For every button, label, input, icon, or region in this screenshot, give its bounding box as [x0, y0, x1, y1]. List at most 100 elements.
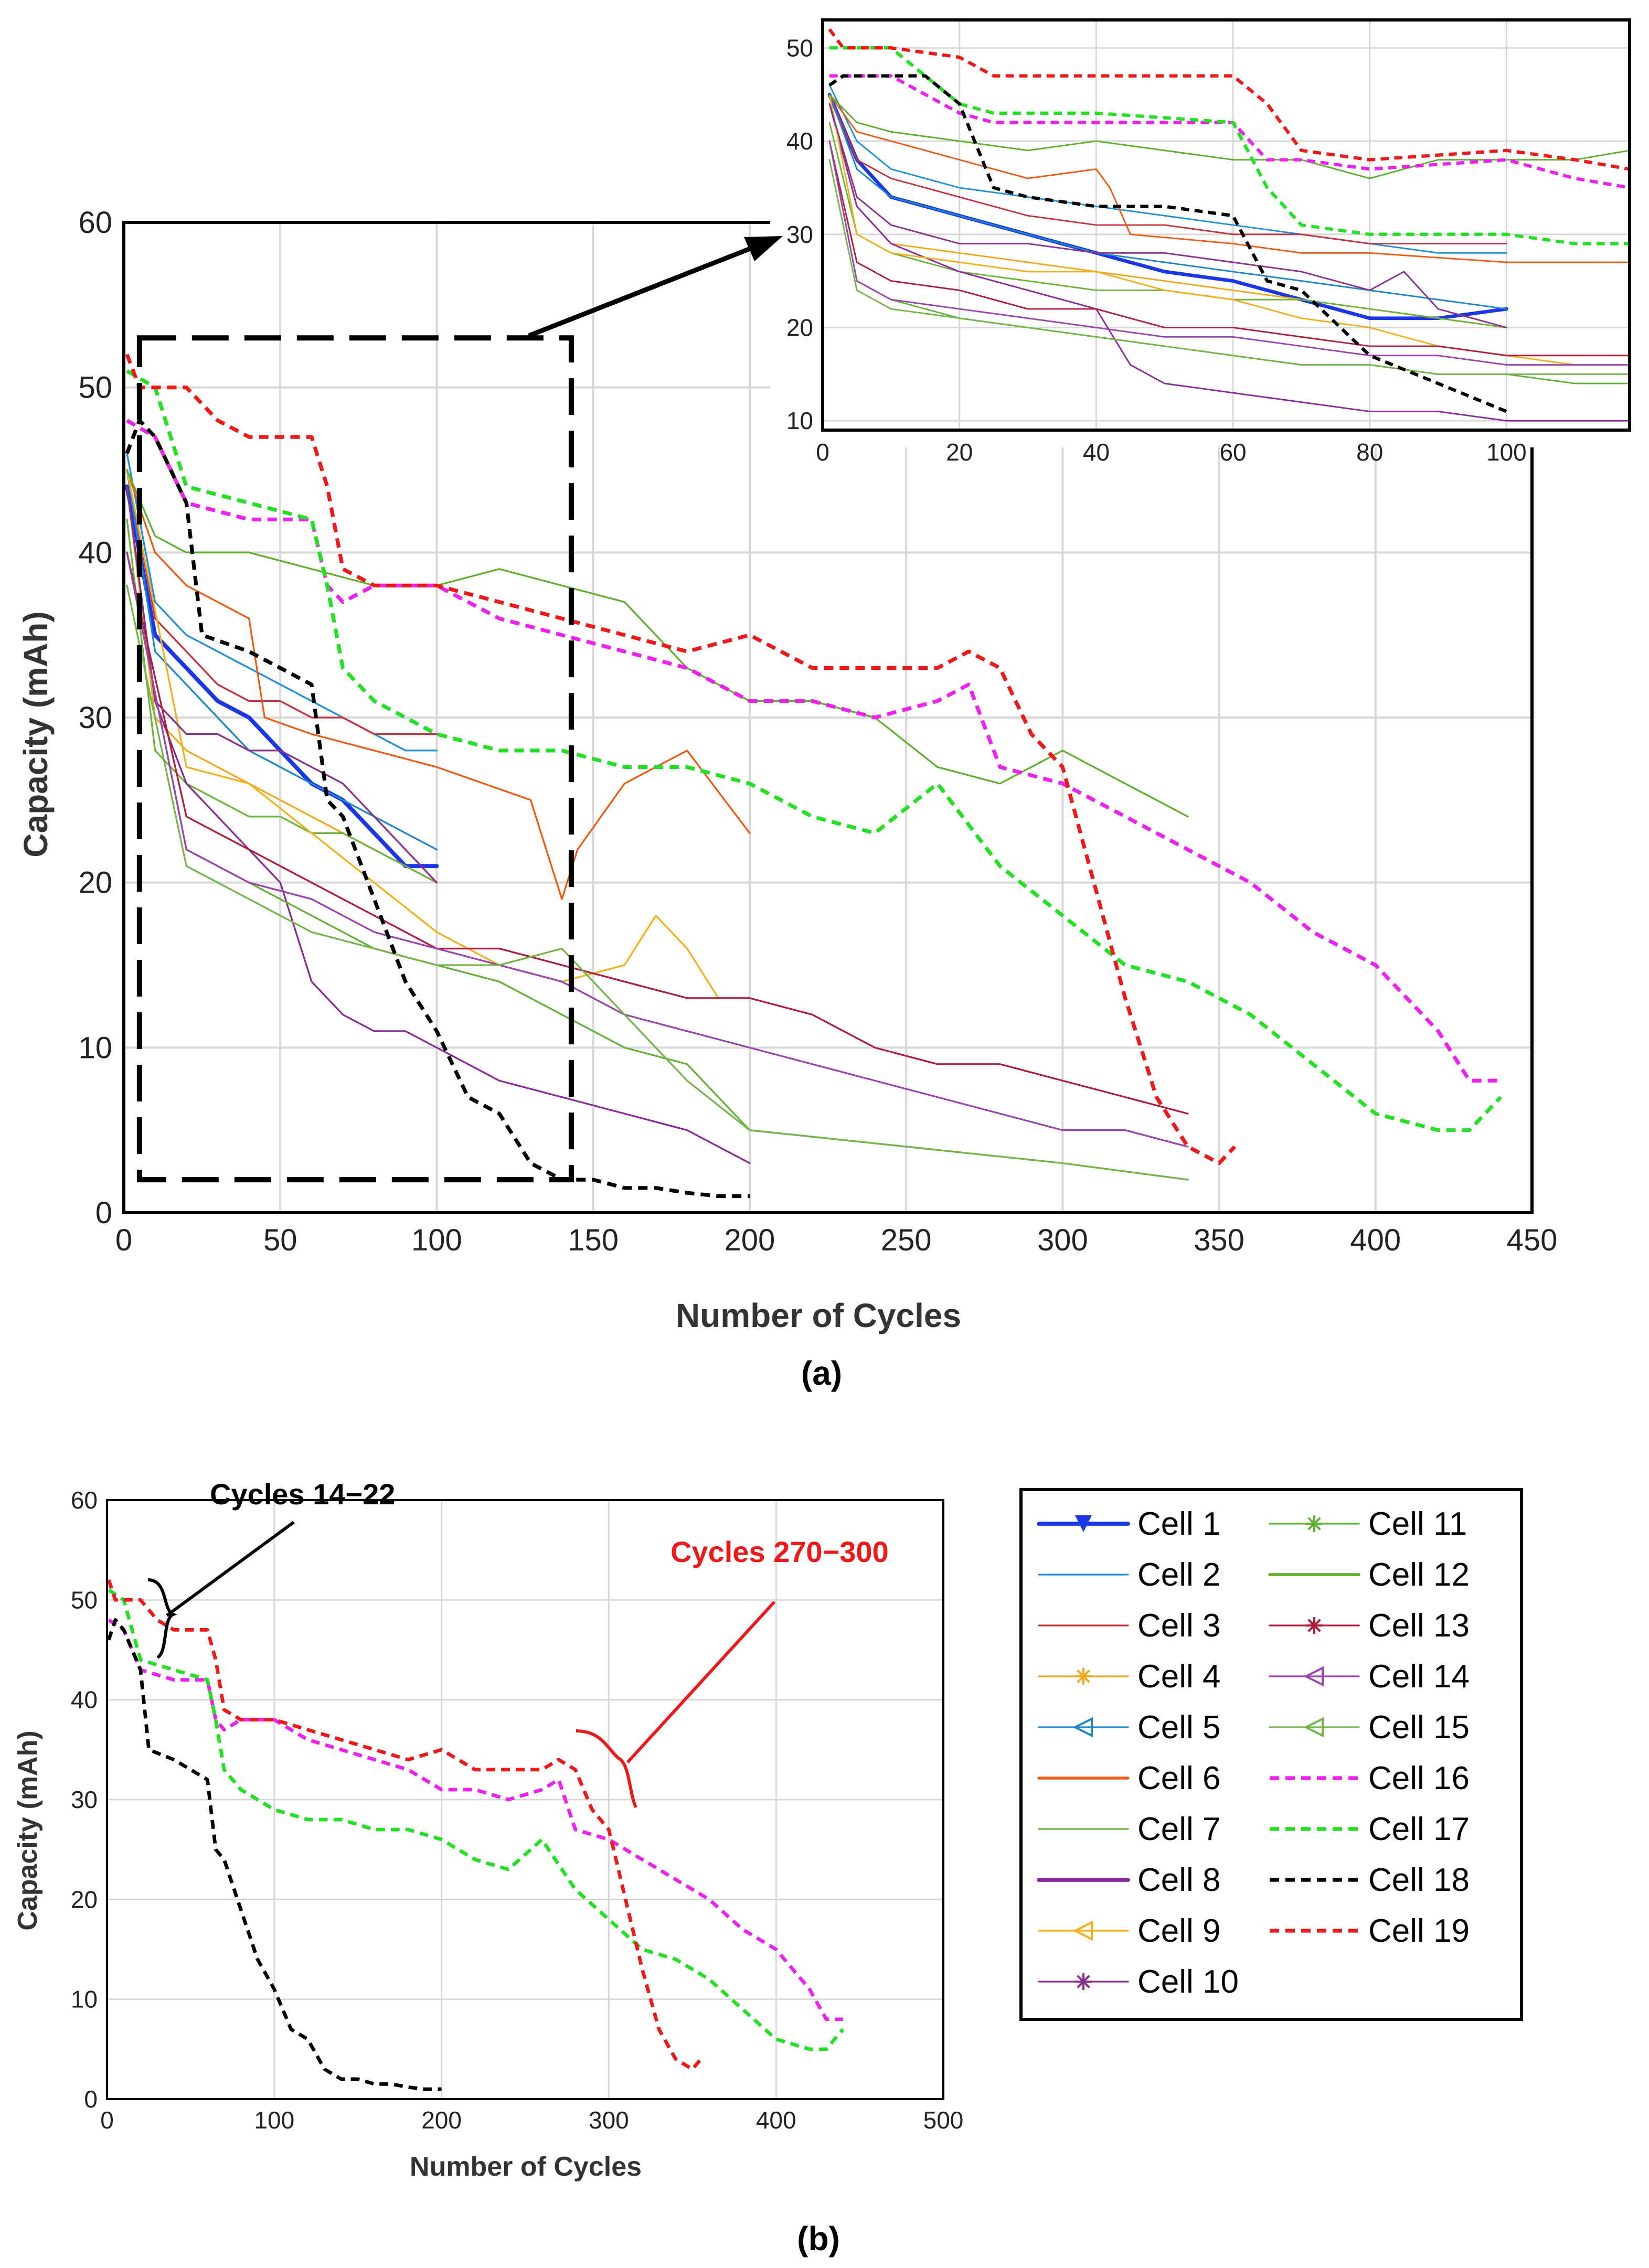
series-line-cell-15 — [126, 584, 1189, 1181]
legend-item-cell-8: Cell 8 — [1037, 1862, 1221, 1898]
legend-marker — [1072, 1717, 1093, 1738]
series-line-cell-2 — [828, 84, 1507, 254]
legend-item-cell-13: Cell 13 — [1269, 1608, 1470, 1644]
y-tick-label: 30 — [71, 1786, 98, 1813]
legend-item-cell-7: Cell 7 — [1038, 1811, 1221, 1847]
legend-label: Cell 8 — [1137, 1862, 1221, 1898]
legend-marker — [1075, 1515, 1092, 1532]
legend-item-cell-17: Cell 17 — [1270, 1811, 1470, 1847]
legend-label: Cell 4 — [1137, 1659, 1221, 1695]
legend-item-cell-10: Cell 10 — [1038, 1964, 1239, 2000]
legend-label: Cell 5 — [1137, 1709, 1221, 1746]
series-line-cell-13 — [828, 140, 1631, 357]
legend-item-cell-16: Cell 16 — [1270, 1760, 1470, 1796]
x-tick-label: 100 — [1486, 438, 1527, 466]
annotation-line-cycles-270-300 — [626, 1600, 776, 1764]
series-line-cell-19 — [828, 28, 1630, 171]
legend-label: Cell 11 — [1368, 1506, 1467, 1542]
y-tick-label: 30 — [786, 221, 813, 248]
legend-items: Cell 1 Cell 2 Cell 3 Cell 4 Cell 5 Cell 6 Cell… — [1037, 1506, 1470, 2000]
zoom-box-rect — [136, 335, 574, 1183]
x-tick-label: 60 — [1219, 438, 1246, 466]
panel-a-x-axis-label: Number of Cycles — [676, 1297, 961, 1334]
series-line-cell-13 — [126, 551, 1189, 1115]
series-line-cell-18 — [125, 418, 750, 1199]
series-line-cell-8 — [126, 485, 751, 1164]
legend-label: Cell 15 — [1368, 1709, 1470, 1746]
series-line-cell-5 — [828, 93, 1507, 310]
series-line-cell-6 — [126, 469, 751, 900]
y-tick-label: 10 — [71, 1986, 98, 2013]
x-tick-label: 80 — [1356, 438, 1383, 466]
series-line-cell-12 — [828, 93, 1631, 179]
x-tick-label: 300 — [1037, 1223, 1088, 1257]
caption-a: (a) — [801, 1354, 842, 1392]
x-tick-label: 0 — [100, 2106, 114, 2134]
x-tick-label: 400 — [756, 2106, 796, 2134]
annotation-cycles-14-22: Cycles 14−22 — [210, 1478, 395, 1511]
axes-frame — [106, 1499, 944, 2100]
y-tick-label: 60 — [78, 206, 112, 240]
caption-b: (b) — [797, 2220, 840, 2258]
x-tick-label: 250 — [881, 1223, 932, 1257]
y-tick-label: 40 — [78, 536, 112, 570]
y-tick-label: 40 — [71, 1686, 98, 1714]
y-tick-label: 50 — [71, 1586, 98, 1613]
series-line-cell-14 — [828, 140, 1631, 366]
legend-label: Cell 6 — [1137, 1760, 1221, 1796]
legend-label: Cell 13 — [1368, 1608, 1470, 1644]
legend-item-cell-1: Cell 1 — [1037, 1506, 1221, 1542]
series-line-cell-19 — [107, 1579, 703, 2071]
x-tick-label: 50 — [263, 1223, 297, 1257]
legend-marker — [1303, 1717, 1324, 1738]
series-line-cell-5 — [126, 469, 438, 851]
series-line-cell-8 — [828, 103, 1631, 422]
legend-item-cell-15: Cell 15 — [1269, 1709, 1470, 1746]
series-line-cell-18 — [107, 1618, 442, 2091]
x-tick-label: 200 — [421, 2106, 462, 2134]
panel-b-x-axis-label: Number of Cycles — [410, 2152, 642, 2182]
panel-b-axes — [106, 1499, 944, 2100]
legend-marker — [1303, 1666, 1324, 1687]
y-tick-label: 0 — [95, 1196, 112, 1230]
legend-label: Cell 18 — [1368, 1862, 1470, 1898]
legend-marker — [1306, 1515, 1323, 1532]
legend-item-cell-3: Cell 3 — [1038, 1608, 1221, 1644]
panel-a-series — [125, 354, 1503, 1199]
x-tick-label: 100 — [254, 2106, 294, 2134]
legend-marker — [1306, 1617, 1323, 1634]
legend-item-cell-4: Cell 4 — [1038, 1659, 1221, 1695]
series-line-cell-18 — [828, 74, 1507, 413]
legend-label: Cell 16 — [1368, 1760, 1470, 1796]
y-tick-label: 40 — [786, 127, 813, 155]
y-tick-label: 20 — [78, 866, 112, 900]
x-tick-label: 150 — [568, 1223, 619, 1257]
x-tick-label: 0 — [115, 1223, 132, 1257]
y-tick-label: 20 — [71, 1886, 98, 1913]
x-tick-label: 200 — [724, 1223, 775, 1257]
series-line-cell-19 — [125, 354, 1237, 1165]
annotation-brace-cycles-14-22 — [147, 1578, 178, 1659]
x-tick-label: 400 — [1350, 1223, 1401, 1257]
series-line-cell-3 — [126, 469, 438, 735]
inset-series — [827, 28, 1631, 422]
series-line-cell-3 — [828, 93, 1507, 244]
x-tick-label: 450 — [1507, 1223, 1558, 1257]
panel-b-series — [107, 1579, 845, 2091]
legend-label: Cell 7 — [1137, 1811, 1221, 1847]
legend-marker — [1075, 1973, 1092, 1990]
y-tick-label: 60 — [71, 1486, 98, 1514]
x-tick-label: 20 — [946, 438, 973, 466]
legend-item-cell-2: Cell 2 — [1038, 1557, 1221, 1593]
series-line-cell-14 — [126, 551, 1189, 1148]
legend-marker — [1072, 1920, 1093, 1941]
legend-item-cell-11: Cell 11 — [1269, 1506, 1467, 1542]
legend-label: Cell 3 — [1137, 1608, 1221, 1644]
panel-b-chart: 0 100 200 300 400 500 0 10 20 30 40 50 60 Cycles 14−… — [13, 1478, 963, 2182]
series-line-cell-17 — [126, 369, 1503, 1132]
legend-item-cell-18: Cell 18 — [1270, 1862, 1470, 1898]
annotation-line-cycles-14-22 — [166, 1521, 295, 1617]
x-tick-label: 300 — [589, 2106, 629, 2134]
legend-marker — [1075, 1668, 1092, 1685]
